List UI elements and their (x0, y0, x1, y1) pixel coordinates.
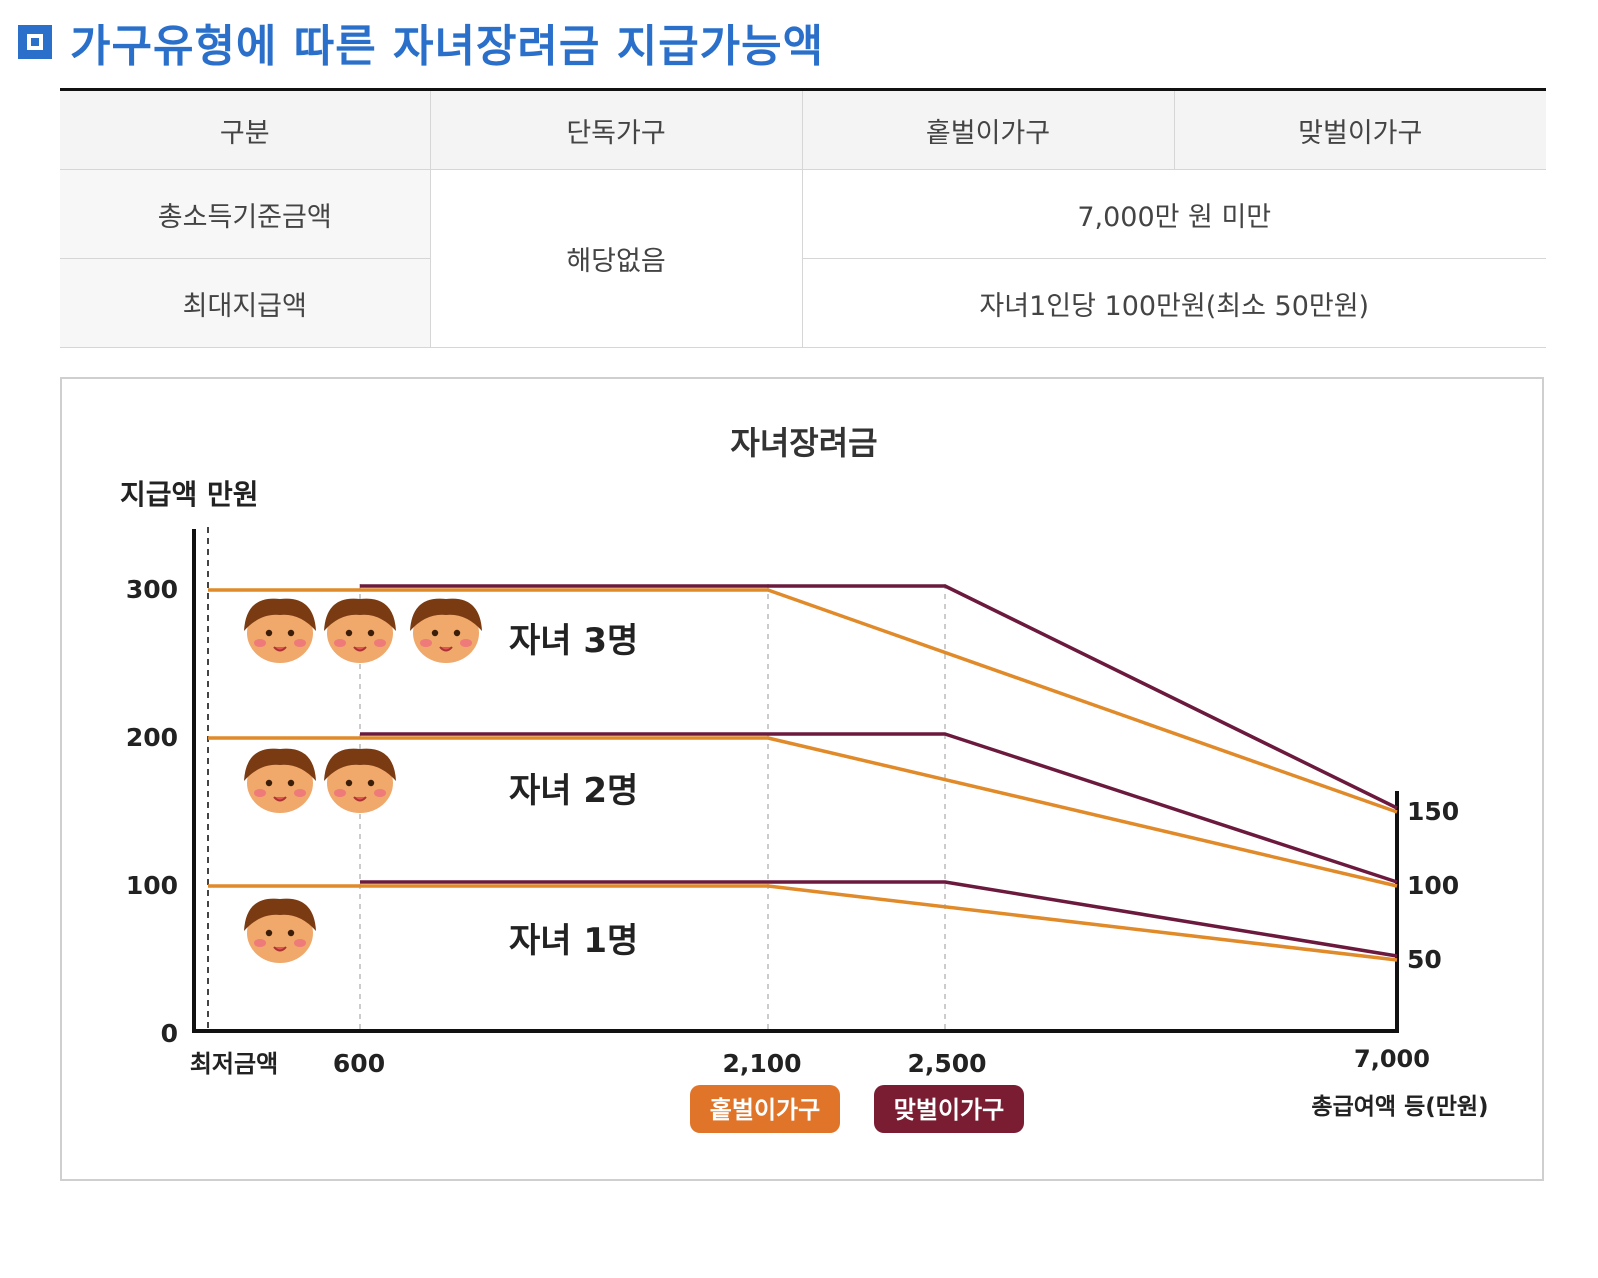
table-header-cell: 맞벌이가구 (1174, 88, 1546, 170)
table-header-cell: 구분 (60, 88, 431, 170)
y-tick-label: 200 (126, 723, 178, 752)
page-title: 가구유형에 따른 자녀장려금 지급가능액 (70, 21, 825, 72)
y-tick-label: 300 (126, 575, 178, 604)
x-axis-label: 총급여액 등(만원) (1311, 1094, 1488, 1120)
table-header-row: 구분 단독가구 홑벌이가구 맞벌이가구 (60, 88, 1546, 170)
dual-earner-line (360, 880, 1398, 958)
y-tick-label: 100 (126, 871, 178, 900)
legend-label: 맞벌이가구 (894, 1096, 1004, 1124)
child-face-icon (410, 598, 482, 663)
section-title-row: 가구유형에 따른 자녀장려금 지급가능액 (18, 12, 824, 72)
group-label: 자녀 3명 (509, 621, 638, 661)
row-label-max-payment: 최대지급액 (60, 258, 431, 348)
legend-label: 홑벌이가구 (710, 1096, 820, 1124)
row-label-income: 총소득기준금액 (60, 169, 431, 259)
eligibility-table: 구분 단독가구 홑벌이가구 맞벌이가구 총소득기준금액 해당없음 7,000만 … (60, 88, 1546, 348)
child-face-icon (324, 748, 396, 813)
group-label: 자녀 1명 (509, 921, 638, 961)
right-tick-label: 100 (1407, 871, 1459, 900)
x-tick-label: 2,100 (722, 1049, 801, 1078)
child-face-icon (244, 598, 316, 663)
child-face-icon (244, 898, 316, 963)
table-header-cell: 단독가구 (430, 88, 803, 170)
x-tick-label: 최저금액 (190, 1050, 278, 1078)
child-face-icon (324, 598, 396, 663)
table-row: 총소득기준금액 해당없음 7,000만 원 미만 (60, 169, 1546, 348)
child-face-icon (244, 748, 316, 813)
single-earner-line (208, 588, 1398, 814)
chart-title: 자녀장려금 (730, 424, 877, 462)
dual-earner-line (360, 732, 1398, 884)
y-axis-label: 지급액 만원 (120, 478, 259, 511)
max-payment-cell: 자녀1인당 100만원(최소 50만원) (802, 258, 1546, 348)
y-tick-label: 0 (161, 1019, 178, 1048)
single-earner-line (208, 736, 1398, 888)
group-label: 자녀 2명 (509, 771, 638, 811)
x-tick-label: 600 (333, 1049, 385, 1078)
single-household-cell: 해당없음 (430, 169, 803, 348)
single-earner-line (208, 884, 1398, 962)
legend-swatch (874, 1085, 1024, 1133)
right-tick-label: 50 (1407, 945, 1442, 974)
table-header-cell: 홑벌이가구 (802, 88, 1175, 170)
right-tick-label: 150 (1407, 797, 1459, 826)
square-bullet-icon (18, 25, 52, 59)
legend-swatch (690, 1085, 840, 1133)
x-tick-label: 2,500 (907, 1049, 986, 1078)
x-tick-label: 7,000 (1354, 1045, 1430, 1073)
income-criterion-cell: 7,000만 원 미만 (802, 169, 1546, 259)
table-row: 최대지급액 자녀1인당 100만원(최소 50만원) (60, 258, 1546, 348)
dual-earner-line (360, 584, 1398, 810)
